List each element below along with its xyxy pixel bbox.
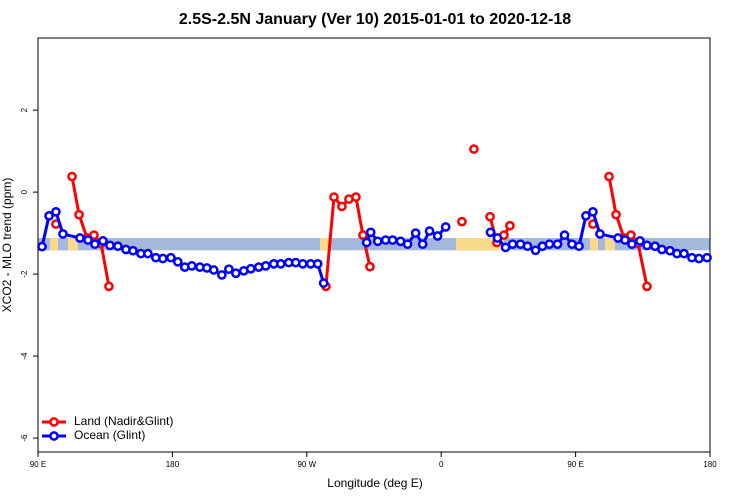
data-point bbox=[387, 235, 398, 245]
data-point bbox=[505, 220, 515, 231]
x-axis-label: Longitude (deg E) bbox=[327, 476, 422, 490]
data-point bbox=[275, 259, 286, 269]
band-highlight bbox=[605, 238, 616, 251]
data-point bbox=[642, 281, 652, 292]
x-tick-label: 180 bbox=[166, 460, 180, 469]
data-point bbox=[98, 236, 108, 246]
data-point bbox=[337, 201, 347, 212]
legend-label: Land (Nadir&Glint) bbox=[74, 414, 173, 428]
data-point bbox=[626, 230, 636, 241]
data-point bbox=[361, 237, 372, 248]
data-point bbox=[58, 229, 68, 239]
data-point bbox=[402, 239, 413, 250]
data-point bbox=[432, 231, 443, 241]
data-point bbox=[358, 230, 368, 241]
data-point bbox=[635, 236, 645, 246]
x-tick-label: 180 bbox=[703, 460, 717, 469]
band-highlight bbox=[49, 238, 59, 251]
band-highlight bbox=[455, 238, 504, 251]
data-point bbox=[37, 241, 47, 252]
data-point bbox=[559, 230, 570, 241]
band-highlight bbox=[319, 238, 330, 251]
data-point bbox=[318, 278, 329, 288]
data-point bbox=[702, 252, 712, 263]
data-point bbox=[657, 244, 667, 255]
data-point bbox=[297, 259, 308, 269]
data-point bbox=[231, 268, 241, 279]
data-point bbox=[642, 240, 652, 251]
data-point bbox=[485, 211, 495, 222]
data-point bbox=[67, 171, 77, 182]
y-tick-label: 0 bbox=[20, 189, 29, 194]
data-point bbox=[104, 281, 114, 292]
legend-label: Ocean (Glint) bbox=[74, 428, 145, 442]
data-point bbox=[492, 233, 503, 243]
data-point bbox=[51, 206, 61, 217]
data-point bbox=[469, 144, 479, 154]
band-highlight bbox=[589, 238, 598, 251]
data-point bbox=[208, 265, 219, 275]
y-tick-label: -4 bbox=[20, 352, 29, 360]
data-point bbox=[507, 239, 518, 250]
data-point bbox=[530, 245, 541, 256]
data-point bbox=[588, 206, 598, 217]
legend-marker bbox=[49, 417, 59, 427]
data-point bbox=[74, 209, 84, 220]
data-point bbox=[365, 227, 376, 238]
data-point bbox=[544, 239, 555, 250]
data-point bbox=[604, 171, 614, 182]
data-point bbox=[75, 233, 85, 243]
data-point bbox=[245, 263, 256, 274]
x-tick-label: 90 E bbox=[567, 460, 583, 469]
y-tick-label: -2 bbox=[20, 270, 29, 278]
data-point bbox=[351, 192, 361, 202]
data-point bbox=[157, 253, 168, 264]
data-point bbox=[581, 211, 591, 221]
data-point bbox=[89, 230, 99, 241]
data-point bbox=[440, 222, 451, 232]
data-point bbox=[679, 248, 689, 259]
data-point bbox=[172, 256, 183, 267]
x-tick-label: 0 bbox=[439, 460, 444, 469]
data-point bbox=[186, 261, 197, 271]
series-line bbox=[70, 176, 649, 287]
data-point bbox=[595, 229, 605, 239]
x-tick-label: 90 W bbox=[297, 460, 316, 469]
data-point bbox=[44, 211, 54, 221]
data-point bbox=[410, 228, 421, 238]
data-point bbox=[417, 239, 428, 250]
data-point bbox=[143, 248, 153, 259]
data-point bbox=[166, 252, 176, 263]
x-tick-label: 90 E bbox=[30, 460, 46, 469]
chart-title: 2.5S-2.5N January (Ver 10) 2015-01-01 to… bbox=[179, 11, 571, 28]
data-point bbox=[223, 264, 234, 275]
data-point bbox=[457, 216, 467, 227]
data-point bbox=[574, 241, 584, 252]
band-highlight bbox=[67, 238, 79, 251]
data-point bbox=[105, 240, 115, 251]
data-point bbox=[552, 239, 563, 250]
data-point bbox=[128, 245, 138, 256]
data-point bbox=[329, 192, 339, 202]
y-tick-label: -6 bbox=[20, 434, 29, 442]
data-point bbox=[312, 259, 323, 269]
data-point bbox=[365, 261, 375, 272]
data-point bbox=[611, 209, 621, 220]
data-point bbox=[113, 241, 123, 252]
data-point bbox=[627, 239, 637, 250]
data-point bbox=[620, 235, 630, 245]
data-point bbox=[216, 270, 227, 280]
data-point bbox=[90, 239, 100, 250]
data-point bbox=[83, 235, 93, 245]
legend-marker bbox=[49, 431, 59, 441]
data-point bbox=[694, 253, 704, 264]
data-point bbox=[260, 261, 271, 271]
data-point bbox=[522, 241, 533, 252]
data-point bbox=[372, 236, 383, 247]
data-point bbox=[424, 226, 435, 236]
y-axis-label: XCO2 - MLO trend (ppm) bbox=[0, 178, 14, 313]
y-tick-label: 2 bbox=[20, 107, 29, 112]
data-point bbox=[485, 227, 496, 238]
